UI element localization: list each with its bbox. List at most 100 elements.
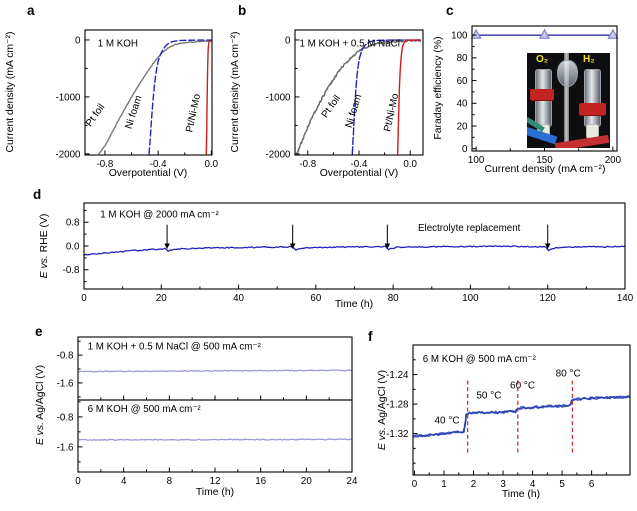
svg-text:Time (h): Time (h) xyxy=(502,489,540,500)
panel-label-b: b xyxy=(238,3,247,18)
panel-f: 6 M KOH @ 500 mA cm⁻² 40 °C 50 °C 60 °C 80 °… xyxy=(377,344,631,500)
svg-text:Current density (mA cm⁻²): Current density (mA cm⁻²) xyxy=(5,32,16,153)
svg-text:6 M KOH @ 500 mA cm⁻²: 6 M KOH @ 500 mA cm⁻² xyxy=(88,404,202,415)
svg-text:0.0: 0.0 xyxy=(66,241,80,252)
svg-text:-0.8: -0.8 xyxy=(63,265,80,276)
svg-text:120: 120 xyxy=(540,293,557,304)
svg-text:-0.4: -0.4 xyxy=(351,159,368,170)
svg-text:Pt foil: Pt foil xyxy=(320,93,343,120)
svg-text:6: 6 xyxy=(589,479,595,490)
panel-label-d: d xyxy=(33,187,42,202)
svg-text:40 °C: 40 °C xyxy=(435,416,460,427)
svg-text:Overpotential (V): Overpotential (V) xyxy=(320,168,399,179)
svg-text:-1.28: -1.28 xyxy=(386,399,409,410)
svg-text:100: 100 xyxy=(462,293,479,304)
svg-text:E vs. Ag/AgCl (V): E vs. Ag/AgCl (V) xyxy=(35,365,46,445)
panel-label-f: f xyxy=(368,329,373,344)
svg-text:140: 140 xyxy=(617,293,634,304)
panel-label-c: c xyxy=(446,3,454,18)
svg-text:Current density (mA cm⁻²): Current density (mA cm⁻²) xyxy=(230,32,241,153)
svg-text:40: 40 xyxy=(233,293,244,304)
svg-text:3: 3 xyxy=(500,479,506,490)
svg-text:-2000: -2000 xyxy=(55,149,81,160)
svg-text:0: 0 xyxy=(285,35,291,46)
svg-text:100: 100 xyxy=(468,155,485,166)
svg-text:20: 20 xyxy=(301,476,312,487)
svg-text:2: 2 xyxy=(471,479,476,490)
svg-text:-1.32: -1.32 xyxy=(386,429,408,440)
svg-text:-1000: -1000 xyxy=(55,92,81,103)
svg-text:1: 1 xyxy=(441,479,446,490)
panel-e_bottom: 6 M KOH @ 500 mA cm⁻² 0 4 8 12 16 20 24 -0.8 -1.6… xyxy=(57,399,358,498)
svg-text:60: 60 xyxy=(457,76,468,87)
svg-text:Time (h): Time (h) xyxy=(196,487,234,498)
svg-text:-1.24: -1.24 xyxy=(386,370,409,381)
svg-text:Faraday efficiency (%): Faraday efficiency (%) xyxy=(433,36,444,139)
svg-text:-1000: -1000 xyxy=(265,92,291,103)
svg-text:-0.8: -0.8 xyxy=(57,350,74,361)
glass-bulb xyxy=(557,60,578,87)
svg-text:0.0: 0.0 xyxy=(205,159,219,170)
electrolyzer-photo-inset: O₂ H₂ xyxy=(527,53,610,148)
svg-text:0.0: 0.0 xyxy=(403,159,417,170)
svg-text:-1.6: -1.6 xyxy=(57,442,74,453)
svg-text:20: 20 xyxy=(156,293,167,304)
svg-text:24: 24 xyxy=(347,476,358,487)
svg-text:80: 80 xyxy=(457,53,468,64)
svg-text:40: 40 xyxy=(457,99,468,110)
svg-text:E vs. RHE (V): E vs. RHE (V) xyxy=(39,214,50,279)
svg-text:5: 5 xyxy=(559,479,565,490)
svg-text:-1.6: -1.6 xyxy=(57,378,74,389)
svg-text:Pt foil: Pt foil xyxy=(84,102,107,129)
svg-text:20: 20 xyxy=(457,121,468,132)
svg-text:60: 60 xyxy=(310,293,321,304)
svg-text:80: 80 xyxy=(388,293,399,304)
panel-label-e: e xyxy=(35,324,43,339)
svg-text:4: 4 xyxy=(121,476,127,487)
svg-text:Current density (mA cm⁻²): Current density (mA cm⁻²) xyxy=(485,164,606,175)
svg-text:80 °C: 80 °C xyxy=(556,369,581,380)
o2-label: O₂ xyxy=(536,54,549,65)
svg-text:Pt/Ni-Mo: Pt/Ni-Mo xyxy=(184,93,203,134)
svg-text:-0.8: -0.8 xyxy=(299,159,316,170)
svg-text:100: 100 xyxy=(451,30,468,41)
svg-text:Ni foam: Ni foam xyxy=(344,93,365,129)
svg-text:0.8: 0.8 xyxy=(66,218,80,229)
h2-collection-tube xyxy=(584,69,601,127)
clamp-left xyxy=(530,89,554,100)
svg-text:0: 0 xyxy=(462,144,468,155)
wire-red xyxy=(554,134,610,148)
svg-text:50 °C: 50 °C xyxy=(476,390,501,401)
svg-text:0: 0 xyxy=(81,293,87,304)
svg-text:1 M KOH + 0.5 M NaCl @ 500 mA: 1 M KOH + 0.5 M NaCl @ 500 mA cm⁻² xyxy=(88,342,262,353)
svg-text:-0.4: -0.4 xyxy=(150,159,167,170)
svg-text:Ni foam: Ni foam xyxy=(124,94,145,130)
svg-text:0: 0 xyxy=(75,476,81,487)
svg-text:Overpotential (V): Overpotential (V) xyxy=(109,168,188,179)
svg-text:0: 0 xyxy=(412,479,418,490)
stand-rod xyxy=(564,53,569,148)
svg-text:60 °C: 60 °C xyxy=(510,381,535,392)
svg-text:1 M KOH @ 2000 mA cm⁻²: 1 M KOH @ 2000 mA cm⁻² xyxy=(100,210,219,221)
panel-d: 1 M KOH @ 2000 mA cm⁻² Electrolyte replac… xyxy=(39,202,634,310)
clamp-right xyxy=(579,103,606,115)
svg-text:-0.8: -0.8 xyxy=(57,412,74,423)
svg-text:1 M KOH + 0.5 M NaCl: 1 M KOH + 0.5 M NaCl xyxy=(299,38,399,49)
svg-text:6 M KOH @ 500 mA cm⁻²: 6 M KOH @ 500 mA cm⁻² xyxy=(423,354,537,365)
svg-text:8: 8 xyxy=(167,476,173,487)
panel-a: 1 M KOH Pt foil Ni foam Pt/Ni-Mo -0.8 -0.4 0.0… xyxy=(5,29,219,179)
panel-e_top: 1 M KOH + 0.5 M NaCl @ 500 mA cm⁻² -0.8 -1… xyxy=(35,336,353,445)
svg-text:1 M KOH: 1 M KOH xyxy=(98,38,138,49)
svg-text:4: 4 xyxy=(530,479,536,490)
svg-text:-2000: -2000 xyxy=(265,149,291,160)
svg-text:Electrolyte replacement: Electrolyte replacement xyxy=(418,223,521,234)
svg-text:16: 16 xyxy=(255,476,266,487)
svg-text:Time (h): Time (h) xyxy=(335,299,373,310)
panel-label-a: a xyxy=(27,3,35,18)
svg-text:E vs. Ag/AgCl (V): E vs. Ag/AgCl (V) xyxy=(377,370,388,450)
svg-text:12: 12 xyxy=(210,476,221,487)
